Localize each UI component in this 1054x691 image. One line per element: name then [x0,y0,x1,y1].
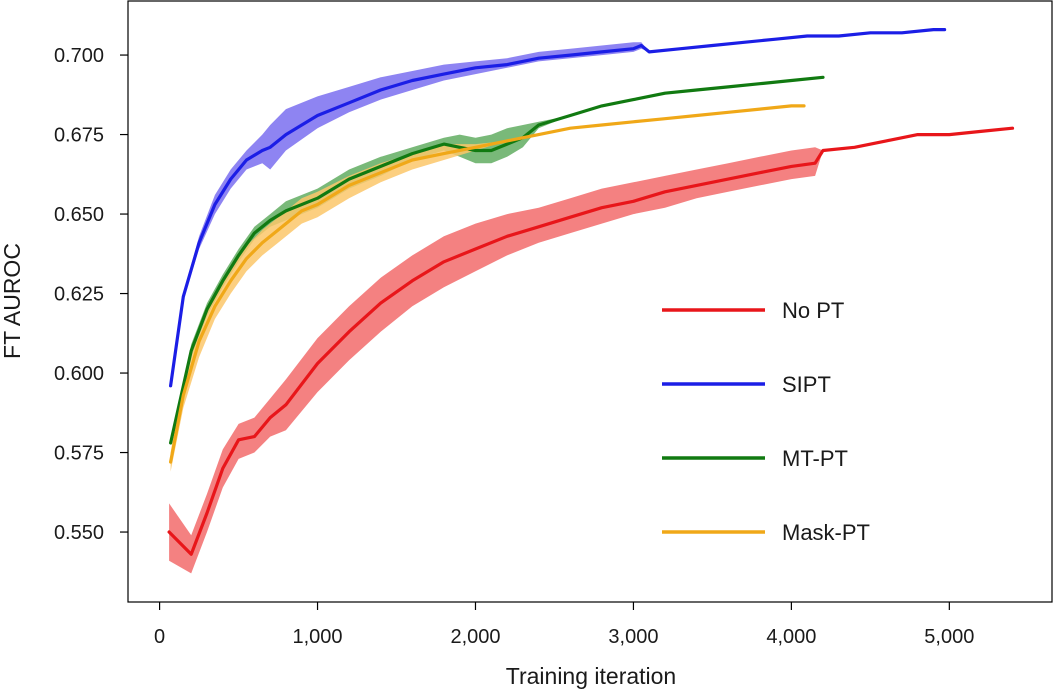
legend-label-sipt: SIPT [782,372,831,397]
y-tick-label: 0.700 [54,45,104,67]
x-tick-label: 5,000 [924,626,974,648]
legend-label-mask-pt: Mask-PT [782,520,870,545]
y-tick-label: 0.675 [54,125,104,147]
y-tick-label: 0.650 [54,204,104,226]
legend-label-no-pt: No PT [782,298,844,323]
plot-frame [127,0,1053,603]
x-axis: 0 1,000 2,000 3,000 4,000 5,000 [154,602,974,648]
confidence-bands [169,29,1013,574]
series-lines [167,28,1015,556]
x-tick-label: 3,000 [608,626,658,648]
band-mt-pt [170,77,824,444]
x-axis-title: Training iteration [506,663,676,689]
line-mask-pt [169,104,806,464]
band-no-pt [169,128,1013,574]
legend: No PT SIPT MT-PT Mask-PT [662,298,870,545]
x-tick-label: 1,000 [293,626,343,648]
legend-label-mt-pt: MT-PT [782,446,848,471]
line-no-pt [167,126,1015,556]
line-sipt [169,28,947,388]
x-tick-label: 4,000 [766,626,816,648]
y-tick-label: 0.625 [54,284,104,306]
y-tick-label: 0.600 [54,363,104,385]
x-tick-label: 0 [154,626,165,648]
y-axis-title: FT AUROC [0,243,25,359]
x-tick-label: 2,000 [450,626,500,648]
y-axis: 0.550 0.575 0.600 0.625 0.650 0.675 0.700 [54,45,128,544]
y-tick-label: 0.550 [54,522,104,544]
y-tick-label: 0.575 [54,443,104,465]
